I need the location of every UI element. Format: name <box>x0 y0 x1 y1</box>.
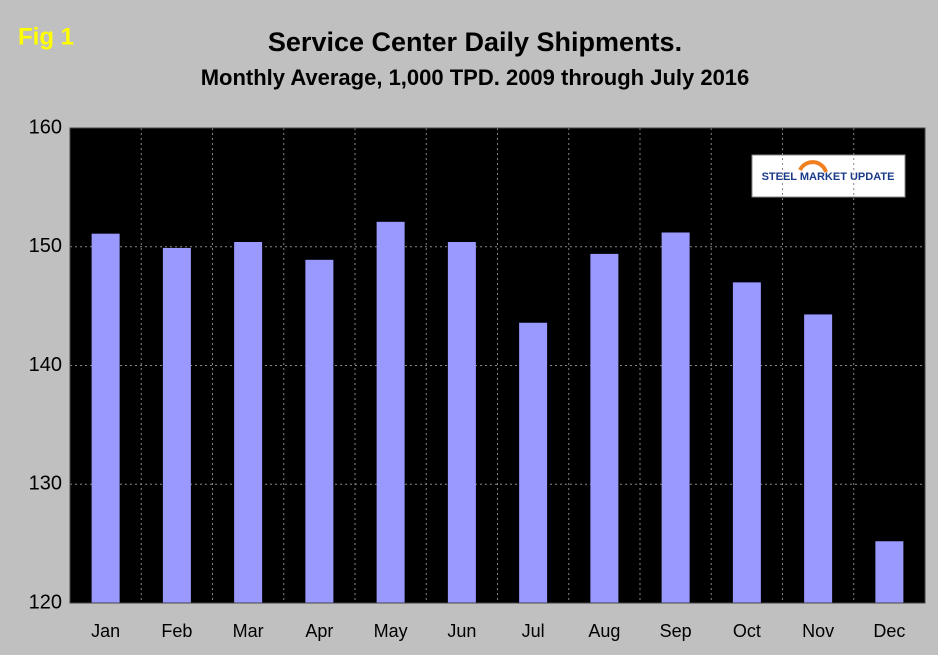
x-tick-label: Feb <box>161 621 192 641</box>
logo-swoosh <box>798 160 828 173</box>
y-tick-label: 140 <box>29 354 62 376</box>
bar <box>590 253 619 603</box>
bar <box>91 233 120 603</box>
y-tick-label: 130 <box>29 473 62 495</box>
bar <box>447 242 476 603</box>
x-tick-label: Sep <box>660 621 692 641</box>
bar <box>875 541 904 603</box>
chart-subtitle: Monthly Average, 1,000 TPD. 2009 through… <box>201 65 750 90</box>
x-tick-label: Jan <box>91 621 120 641</box>
bar <box>162 247 191 603</box>
logo-text: STEEL MARKET UPDATE <box>762 171 895 183</box>
x-tick-label: Nov <box>802 621 834 641</box>
x-tick-label: Dec <box>873 621 905 641</box>
bar <box>376 221 405 603</box>
chart-title: Service Center Daily Shipments. <box>268 27 682 57</box>
y-tick-label: 120 <box>29 591 62 613</box>
bar <box>661 232 690 603</box>
x-tick-label: Aug <box>588 621 620 641</box>
x-tick-label: Oct <box>733 621 761 641</box>
x-tick-label: Jun <box>447 621 476 641</box>
bar <box>519 322 548 603</box>
y-tick-label: 160 <box>29 116 62 138</box>
plot-border <box>69 127 926 604</box>
x-tick-label: May <box>374 621 408 641</box>
logo-box <box>751 154 906 198</box>
y-tick-label: 150 <box>29 235 62 257</box>
figure-label: Fig 1 <box>18 23 74 50</box>
x-tick-label: Mar <box>233 621 264 641</box>
bar <box>804 314 833 603</box>
bar <box>234 242 263 603</box>
x-tick-label: Apr <box>305 621 333 641</box>
bar <box>305 259 334 603</box>
bar <box>732 282 761 603</box>
x-tick-label: Jul <box>522 621 545 641</box>
